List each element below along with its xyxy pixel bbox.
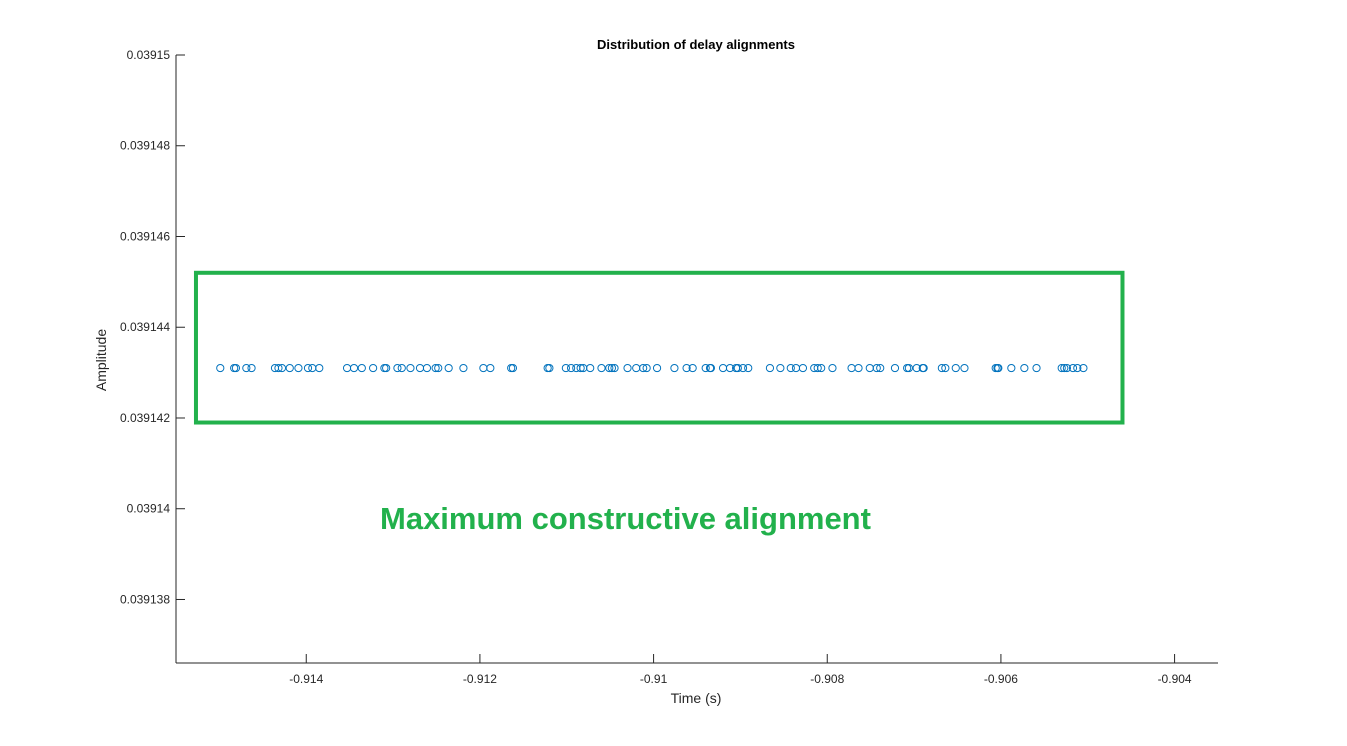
x-axis-label: Time (s) — [671, 690, 722, 706]
data-point — [682, 363, 691, 373]
data-point — [765, 363, 775, 373]
data-point — [315, 363, 324, 373]
data-point — [1007, 363, 1016, 373]
data-point — [937, 363, 946, 373]
data-point — [854, 363, 863, 373]
data-point — [872, 363, 881, 373]
axes — [175, 55, 1218, 664]
data-point — [247, 363, 256, 373]
data-point — [1068, 363, 1078, 373]
x-tick-label: -0.914 — [289, 672, 323, 686]
data-point — [890, 363, 900, 373]
data-point — [586, 363, 595, 373]
data-point — [744, 363, 753, 373]
data-point — [597, 363, 606, 373]
annotation-text: Maximum constructive alignment — [380, 501, 871, 536]
data-point — [406, 363, 415, 373]
data-point — [688, 363, 697, 373]
data-point — [216, 363, 225, 373]
data-point — [294, 363, 303, 373]
y-tick-label: 0.03915 — [127, 48, 171, 62]
data-point — [422, 363, 432, 373]
data-point — [639, 363, 648, 373]
y-tick-label: 0.039138 — [120, 592, 170, 606]
data-point — [393, 363, 402, 373]
data-point — [919, 363, 928, 373]
data-point — [357, 363, 366, 373]
data-point — [725, 363, 735, 373]
data-point — [277, 363, 287, 373]
data-point — [652, 363, 662, 373]
data-point — [786, 363, 795, 373]
data-point — [670, 363, 679, 373]
data-point — [738, 363, 748, 373]
data-point — [486, 363, 495, 373]
data-point — [231, 363, 241, 373]
data-point — [607, 363, 617, 373]
data-point — [561, 363, 570, 373]
data-point — [960, 363, 969, 373]
y-tick-label: 0.03914 — [127, 502, 171, 516]
data-point — [605, 363, 614, 373]
data-point — [285, 363, 294, 373]
data-point — [303, 363, 313, 373]
data-point — [242, 363, 251, 373]
data-point — [576, 363, 585, 373]
data-point — [706, 363, 715, 373]
y-tick-label: 0.039144 — [120, 320, 170, 334]
data-point — [1079, 363, 1088, 373]
data-point — [798, 363, 808, 373]
x-tick-label: -0.912 — [463, 672, 497, 686]
x-tick-label: -0.908 — [810, 672, 844, 686]
x-tick-label: -0.904 — [1158, 672, 1192, 686]
x-tick-label: -0.906 — [984, 672, 1018, 686]
data-point — [733, 363, 742, 373]
data-point — [941, 363, 950, 373]
y-tick-label: 0.039148 — [120, 139, 170, 153]
x-ticks: -0.914 -0.912 -0.91 -0.908 -0.906 -0.904 — [289, 654, 1192, 686]
data-point — [828, 363, 837, 373]
data-point — [904, 363, 913, 373]
data-point — [434, 363, 443, 373]
data-point — [817, 363, 826, 373]
data-point — [274, 363, 283, 373]
data-point — [444, 363, 453, 373]
scatter-points — [216, 363, 1088, 373]
data-point — [951, 363, 960, 373]
data-point — [701, 363, 710, 373]
data-point — [349, 363, 359, 373]
data-point — [566, 363, 576, 373]
data-point — [623, 363, 632, 373]
y-tick-label: 0.039146 — [120, 229, 170, 243]
data-point — [369, 363, 378, 373]
annotation-box — [193, 270, 1125, 425]
data-point — [397, 363, 406, 373]
data-point — [382, 363, 391, 373]
y-axis-label: Amplitude — [93, 329, 109, 391]
data-point — [776, 363, 785, 373]
data-point — [642, 363, 651, 373]
data-point — [813, 363, 822, 373]
data-point — [1073, 363, 1082, 373]
data-point — [1062, 363, 1072, 373]
x-tick-label: -0.91 — [640, 672, 668, 686]
data-point — [1057, 363, 1066, 373]
data-point — [610, 363, 619, 373]
y-ticks: 0.039138 0.03914 0.039142 0.039144 0.039146 0… — [120, 48, 185, 606]
chart-title: Distribution of delay alignments — [597, 37, 795, 52]
data-point — [876, 363, 885, 373]
data-point — [1020, 363, 1029, 373]
data-point — [545, 363, 554, 373]
data-point — [431, 363, 440, 373]
data-point — [508, 363, 518, 373]
data-point — [1060, 363, 1069, 373]
data-point — [994, 363, 1003, 373]
data-point — [1032, 363, 1041, 373]
data-point — [459, 363, 468, 373]
y-tick-label: 0.039142 — [120, 411, 170, 425]
